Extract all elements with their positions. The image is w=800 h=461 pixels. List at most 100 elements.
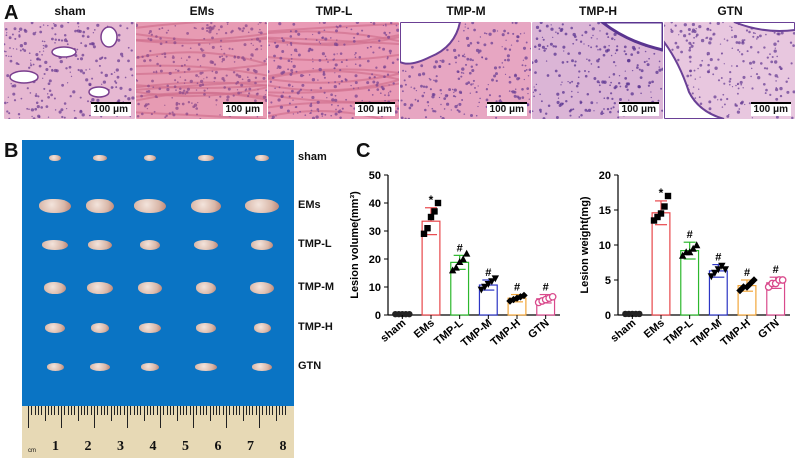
data-point bbox=[750, 276, 758, 284]
lesion-specimen bbox=[143, 154, 157, 162]
data-point bbox=[636, 310, 643, 318]
x-tick-label: sham bbox=[379, 317, 409, 345]
lesion-specimen bbox=[86, 282, 114, 294]
ruler-tick bbox=[239, 406, 241, 415]
ruler-tick bbox=[107, 406, 109, 415]
ruler-tick bbox=[199, 406, 201, 415]
data-point bbox=[509, 295, 518, 304]
data-point bbox=[406, 310, 413, 318]
significance-mark: # bbox=[744, 267, 750, 279]
histology-image-sham: 100 μm bbox=[4, 22, 135, 119]
ruler-tick bbox=[259, 406, 260, 428]
bar bbox=[680, 249, 700, 316]
ruler-tick bbox=[113, 406, 115, 415]
lesion-specimen bbox=[140, 363, 160, 371]
lesion-specimen bbox=[86, 198, 114, 214]
ruler-tick bbox=[41, 406, 43, 415]
y-axis-label: Lesion weight(mg) bbox=[579, 196, 591, 294]
y-tick-label: 10 bbox=[599, 240, 611, 252]
ruler-number: 7 bbox=[247, 439, 254, 454]
ruler-tick bbox=[61, 406, 62, 428]
significance-mark: # bbox=[687, 229, 693, 241]
lesion-specimen bbox=[251, 239, 273, 250]
ruler-tick bbox=[80, 406, 82, 415]
lesion-specimen bbox=[49, 154, 61, 162]
ruler-tick bbox=[47, 406, 49, 415]
data-point bbox=[746, 279, 755, 288]
lesion-specimen bbox=[196, 323, 216, 333]
ruler-tick bbox=[275, 406, 277, 421]
data-point bbox=[481, 283, 489, 291]
data-point bbox=[661, 203, 668, 210]
ruler-tick bbox=[252, 406, 254, 415]
lesion-specimen bbox=[191, 198, 221, 214]
y-tick-label: 0 bbox=[605, 310, 611, 322]
ruler-number: 8 bbox=[279, 439, 287, 454]
scale-bar: 100 μm bbox=[354, 102, 395, 116]
data-point bbox=[689, 244, 697, 252]
histology-label-tmp-h: TMP-H bbox=[579, 4, 617, 18]
bar bbox=[651, 212, 671, 316]
y-axis-label: Lesion volume(mm³) bbox=[349, 191, 361, 299]
ruler-tick bbox=[226, 406, 227, 428]
lesion-specimen bbox=[133, 198, 167, 214]
data-point bbox=[736, 286, 744, 295]
histology-label-tmp-m: TMP-M bbox=[446, 4, 486, 18]
ruler-tick bbox=[100, 406, 102, 415]
scale-bar: 100 μm bbox=[222, 102, 263, 116]
lesion-specimen bbox=[44, 282, 66, 294]
ruler-tick bbox=[67, 406, 69, 415]
ruler-tick bbox=[70, 406, 72, 415]
ruler-tick bbox=[143, 406, 145, 421]
x-tick-label: TMP-M bbox=[689, 317, 724, 349]
data-point bbox=[778, 276, 787, 284]
ruler-tick bbox=[97, 406, 99, 415]
ruler-tick bbox=[140, 406, 142, 415]
data-point bbox=[491, 275, 500, 283]
data-point bbox=[714, 266, 723, 274]
x-tick-label: sham bbox=[609, 317, 639, 345]
ruler-tick bbox=[123, 406, 125, 415]
lesion-specimen bbox=[89, 363, 111, 371]
ruler-tick bbox=[57, 406, 59, 415]
ruler-tick bbox=[262, 406, 264, 415]
ruler-number: 5 bbox=[182, 439, 189, 454]
lesion-specimen bbox=[253, 323, 271, 333]
data-point bbox=[427, 213, 435, 221]
lesion-specimen bbox=[41, 239, 69, 250]
specimen-row-label-ems: EMs bbox=[298, 199, 321, 211]
ruler-tick bbox=[232, 406, 234, 415]
significance-mark: # bbox=[715, 252, 721, 264]
y-tick-label: 50 bbox=[369, 170, 381, 182]
ruler-tick bbox=[28, 406, 29, 428]
lesion-specimen bbox=[193, 239, 219, 250]
ruler-tick bbox=[216, 406, 218, 415]
ruler-number: 4 bbox=[149, 439, 157, 454]
lesion-specimen bbox=[195, 282, 217, 294]
data-point bbox=[434, 199, 442, 207]
ruler-tick bbox=[272, 406, 274, 415]
ruler-unit: cm bbox=[28, 448, 36, 454]
panel-label-a: A bbox=[4, 2, 19, 24]
significance-mark: # bbox=[543, 282, 549, 294]
data-point bbox=[707, 273, 716, 281]
data-point bbox=[477, 286, 486, 294]
ruler-tick bbox=[193, 406, 194, 428]
histology-label-tmp-l: TMP-L bbox=[315, 4, 353, 18]
ruler-tick bbox=[285, 406, 287, 415]
lesion-specimen bbox=[90, 323, 110, 333]
y-tick-label: 40 bbox=[369, 198, 381, 210]
lesion-specimen bbox=[244, 198, 280, 214]
data-point bbox=[678, 251, 687, 259]
ruler-tick bbox=[196, 406, 198, 415]
y-tick-label: 20 bbox=[369, 254, 381, 266]
lesion-specimen bbox=[39, 198, 71, 214]
data-point bbox=[484, 281, 493, 288]
lesion-specimen bbox=[195, 363, 217, 371]
lesion-specimen bbox=[46, 363, 64, 371]
ruler-tick bbox=[51, 406, 53, 415]
y-tick-label: 5 bbox=[605, 275, 611, 287]
data-point bbox=[452, 263, 460, 271]
